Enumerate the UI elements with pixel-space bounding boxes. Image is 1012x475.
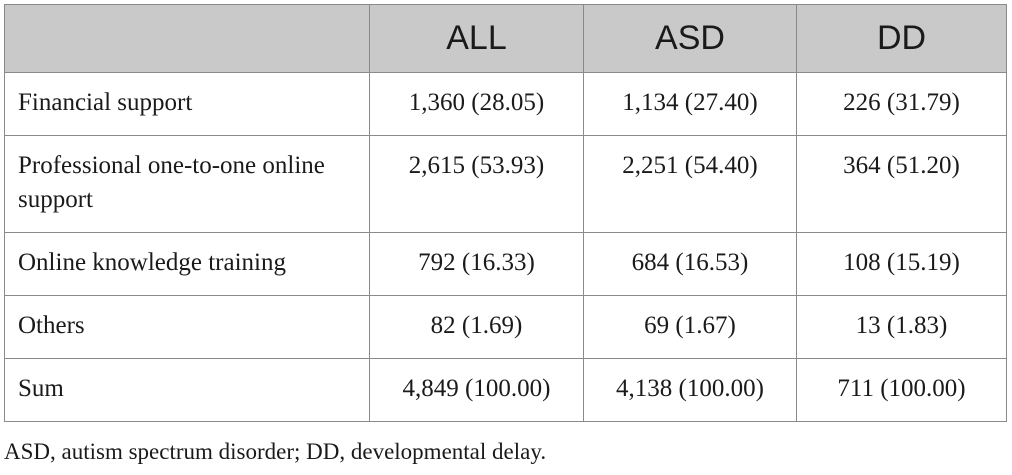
cell-asd: 4,138 (100.00) <box>583 358 797 422</box>
header-row: ALL ASD DD <box>4 4 1007 73</box>
cell-dd: 226 (31.79) <box>796 72 1007 136</box>
cell-asd: 69 (1.67) <box>583 295 797 359</box>
row-label: Financial support <box>4 72 370 136</box>
header-asd: ASD <box>583 4 797 73</box>
cell-all: 4,849 (100.00) <box>369 358 584 422</box>
support-table: ALL ASD DD Financial support 1,360 (28.0… <box>4 4 1007 422</box>
table-row: Professional one-to-one online support 2… <box>4 135 1007 233</box>
table-row: Financial support 1,360 (28.05) 1,134 (2… <box>4 72 1007 136</box>
row-label: Sum <box>4 358 370 422</box>
row-label: Professional one-to-one online support <box>4 135 370 233</box>
header-dd: DD <box>796 4 1007 73</box>
cell-dd: 13 (1.83) <box>796 295 1007 359</box>
cell-all: 82 (1.69) <box>369 295 584 359</box>
header-empty-cell <box>4 4 370 73</box>
cell-dd: 108 (15.19) <box>796 232 1007 296</box>
cell-asd: 2,251 (54.40) <box>583 135 797 233</box>
row-label: Online knowledge training <box>4 232 370 296</box>
header-all: ALL <box>369 4 584 73</box>
table-row: Online knowledge training 792 (16.33) 68… <box>4 232 1007 296</box>
table-row: Sum 4,849 (100.00) 4,138 (100.00) 711 (1… <box>4 358 1007 422</box>
table-footnote: ASD, autism spectrum disorder; DD, devel… <box>4 439 547 464</box>
row-label: Others <box>4 295 370 359</box>
cell-dd: 711 (100.00) <box>796 358 1007 422</box>
cell-dd: 364 (51.20) <box>796 135 1007 233</box>
cell-all: 792 (16.33) <box>369 232 584 296</box>
support-table-container: ALL ASD DD Financial support 1,360 (28.0… <box>4 4 1007 422</box>
cell-asd: 1,134 (27.40) <box>583 72 797 136</box>
cell-asd: 684 (16.53) <box>583 232 797 296</box>
cell-all: 1,360 (28.05) <box>369 72 584 136</box>
cell-all: 2,615 (53.93) <box>369 135 584 233</box>
table-row: Others 82 (1.69) 69 (1.67) 13 (1.83) <box>4 295 1007 359</box>
